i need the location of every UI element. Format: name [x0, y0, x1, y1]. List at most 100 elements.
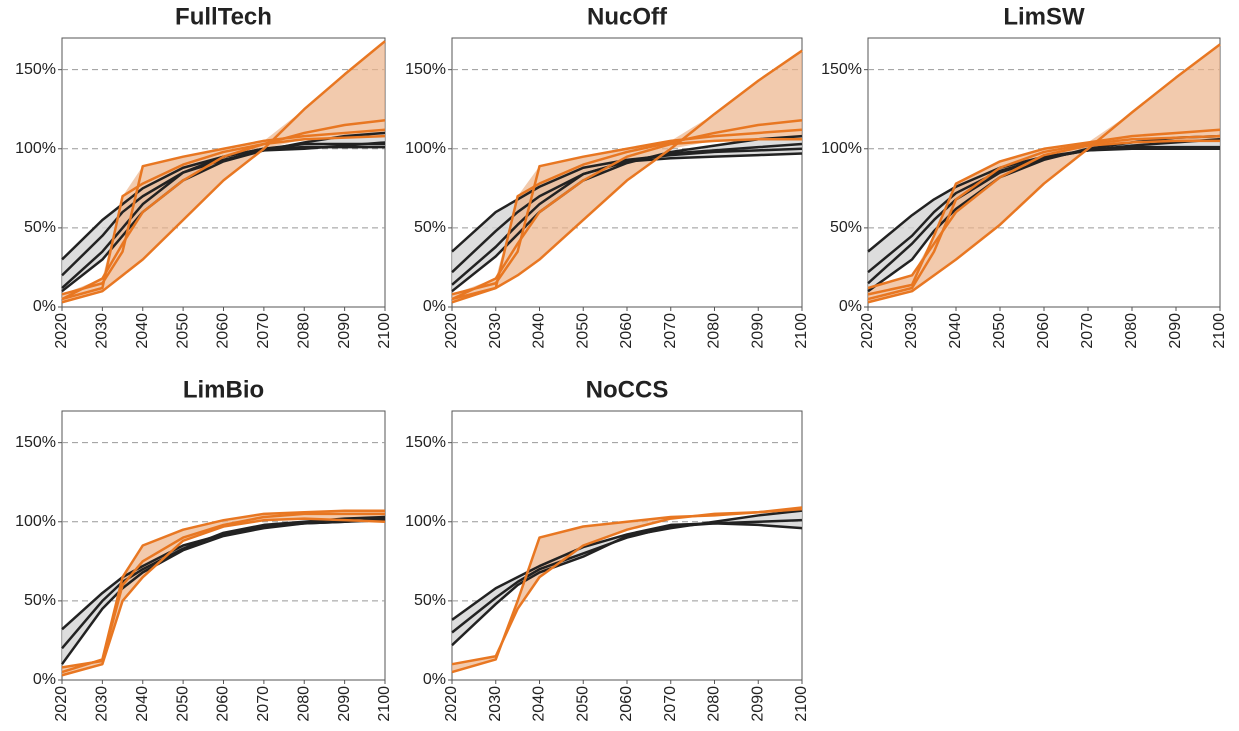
series-line: [867, 139, 1220, 290]
y-tick-label: 150%: [405, 434, 446, 451]
chart-title: LimSW: [1003, 3, 1085, 30]
x-tick-label: 2070: [662, 313, 679, 349]
x-tick-label: 2050: [174, 313, 191, 349]
x-tick-label: 2090: [749, 313, 766, 349]
x-tick-label: 2080: [295, 686, 312, 722]
x-tick-label: 2030: [487, 686, 504, 722]
envelope: [452, 507, 802, 673]
series-line: [60, 517, 386, 665]
series-line: [61, 40, 386, 304]
x-tick-label: 2040: [134, 686, 151, 722]
x-tick-label: 2050: [574, 313, 591, 349]
chart-title: FullTech: [175, 3, 272, 30]
x-tick-label: 2050: [174, 686, 191, 722]
y-tick-label: 50%: [24, 219, 56, 236]
series-line: [61, 141, 386, 277]
y-tick-label: 0%: [33, 298, 56, 315]
series-line: [61, 512, 385, 669]
x-tick-label: 2070: [1079, 313, 1096, 349]
x-tick-label: 2100: [376, 686, 393, 722]
x-tick-label: 2080: [706, 313, 723, 349]
series-line: [867, 145, 1220, 253]
y-tick-label: 50%: [414, 592, 446, 609]
x-tick-label: 2060: [618, 313, 635, 349]
x-tick-label: 2090: [336, 686, 353, 722]
x-tick-label: 2060: [215, 313, 232, 349]
x-tick-label: 2040: [531, 313, 548, 349]
chart-title: NucOff: [587, 3, 668, 30]
y-tick-label: 0%: [839, 298, 862, 315]
y-tick-label: 100%: [405, 140, 446, 157]
y-tick-label: 100%: [405, 513, 446, 530]
x-tick-label: 2030: [487, 313, 504, 349]
envelope: [868, 44, 1220, 303]
x-tick-label: 2060: [215, 686, 232, 722]
envelope: [62, 510, 385, 676]
series-line: [867, 43, 1221, 304]
series-line: [451, 509, 803, 647]
y-tick-label: 50%: [24, 592, 56, 609]
x-tick-label: 2090: [336, 313, 353, 349]
x-tick-label: 2080: [706, 686, 723, 722]
y-tick-label: 100%: [15, 140, 56, 157]
x-tick-label: 2020: [53, 313, 70, 349]
x-tick-label: 2020: [443, 313, 460, 349]
x-tick-label: 2020: [859, 313, 876, 349]
x-tick-label: 2100: [793, 686, 810, 722]
panel: LimSW 0% 50% 100% 150% 2020 2030 2040 2050 2060 20…: [821, 3, 1228, 348]
chart-title: NoCCS: [586, 376, 669, 403]
x-tick-label: 2080: [295, 313, 312, 349]
x-tick-label: 2070: [255, 686, 272, 722]
x-tick-label: 2100: [1211, 313, 1228, 349]
series-line: [451, 119, 803, 301]
y-tick-label: 0%: [423, 298, 446, 315]
series-line: [867, 134, 1221, 301]
y-tick-label: 100%: [15, 513, 56, 530]
panel: NoCCS 0% 50% 100% 150% 2020 2030 2040 2050 2060 20…: [405, 376, 810, 721]
y-tick-label: 0%: [33, 671, 56, 688]
y-tick-label: 150%: [405, 61, 446, 78]
y-tick-label: 100%: [821, 140, 862, 157]
y-tick-label: 50%: [830, 219, 862, 236]
x-tick-label: 2060: [1035, 313, 1052, 349]
x-tick-label: 2020: [53, 686, 70, 722]
x-tick-label: 2030: [94, 313, 111, 349]
x-tick-label: 2040: [134, 313, 151, 349]
series-line: [867, 134, 1221, 293]
y-tick-label: 0%: [423, 671, 446, 688]
x-tick-label: 2050: [991, 313, 1008, 349]
panel: FullTech 0% 50% 100% 150% 2020 2030 2040 2050 206…: [15, 3, 393, 348]
plot-area: [451, 410, 803, 681]
y-tick-label: 50%: [414, 219, 446, 236]
series-line: [451, 128, 803, 296]
x-tick-label: 2040: [947, 313, 964, 349]
panel: NucOff 0% 50% 100% 150% 2020 2030 2040 2050 2060 2…: [405, 3, 810, 348]
x-tick-label: 2090: [749, 686, 766, 722]
envelope: [452, 50, 802, 303]
series-line: [61, 134, 386, 301]
x-tick-label: 2040: [531, 686, 548, 722]
x-tick-label: 2020: [443, 686, 460, 722]
x-tick-label: 2030: [903, 313, 920, 349]
x-tick-label: 2070: [255, 313, 272, 349]
x-tick-label: 2100: [376, 313, 393, 349]
x-tick-label: 2070: [662, 686, 679, 722]
series-line: [61, 128, 386, 296]
y-tick-label: 150%: [15, 434, 56, 451]
series-line: [451, 147, 803, 253]
series-line: [451, 518, 803, 621]
x-tick-label: 2050: [574, 686, 591, 722]
x-tick-label: 2100: [793, 313, 810, 349]
x-tick-label: 2090: [1167, 313, 1184, 349]
y-tick-label: 150%: [15, 61, 56, 78]
y-tick-label: 150%: [821, 61, 862, 78]
x-tick-label: 2060: [618, 686, 635, 722]
series-line: [451, 49, 803, 304]
series-line: [61, 517, 386, 677]
series-line: [61, 119, 386, 301]
chart-title: LimBio: [183, 376, 264, 403]
envelope: [62, 41, 385, 303]
panel: LimBio 0% 50% 100% 150% 2020 2030 2040 2050 2060 2…: [15, 376, 393, 721]
x-tick-label: 2030: [94, 686, 111, 722]
